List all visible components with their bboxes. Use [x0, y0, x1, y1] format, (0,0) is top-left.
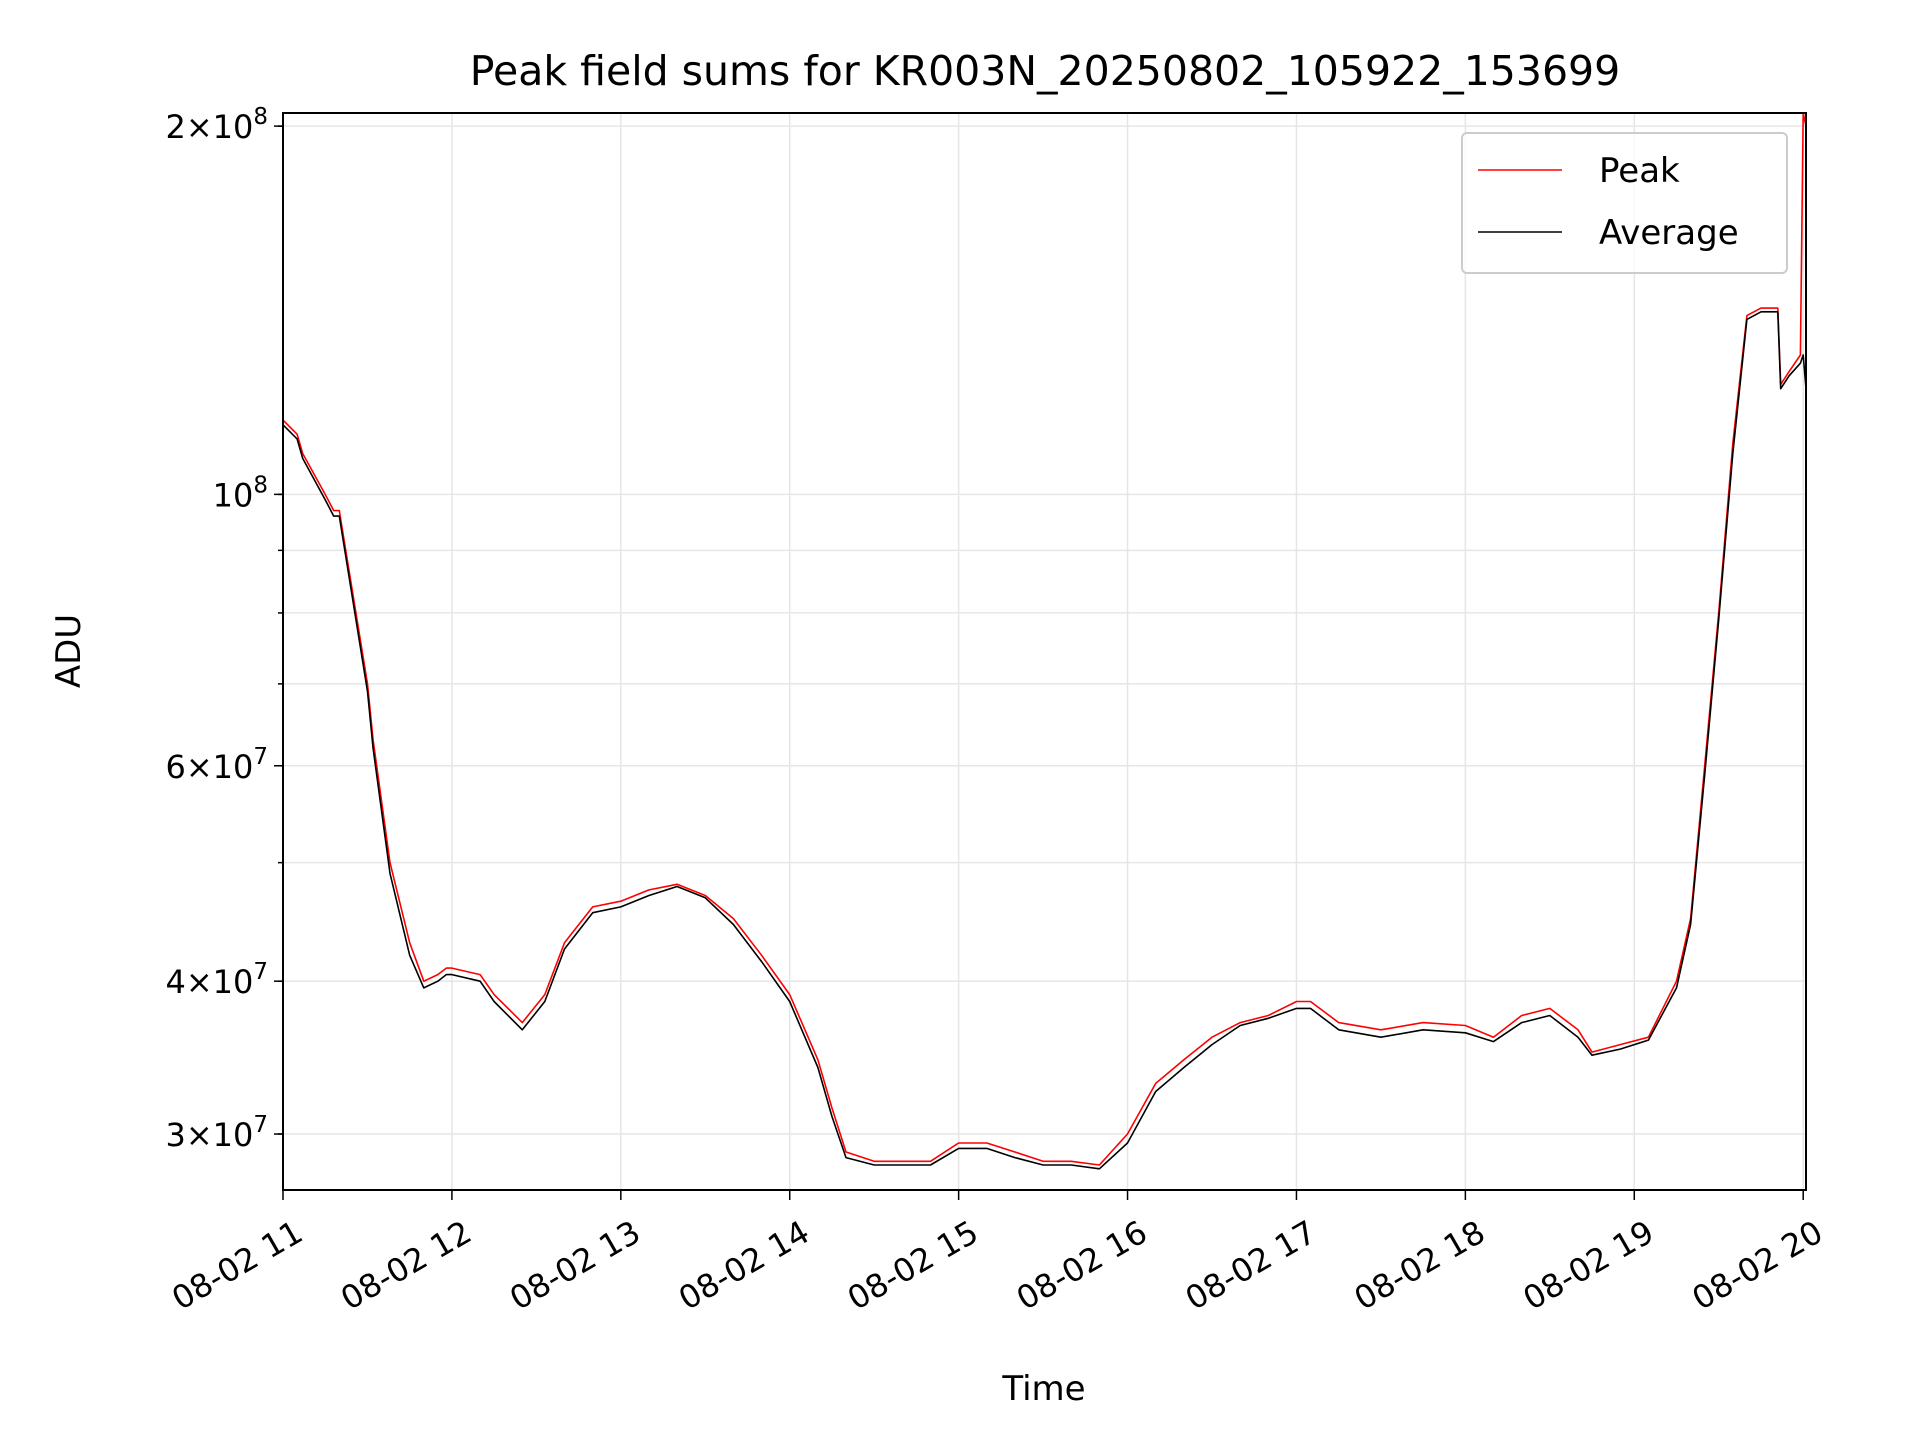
series-layer	[282, 112, 1807, 1170]
series-line-peak	[282, 112, 1807, 1166]
y-tick-label: 108	[213, 472, 268, 514]
y-tick-label: 3×107	[165, 1112, 268, 1154]
y-tick-label: 6×107	[165, 744, 268, 786]
legend-frame	[1461, 132, 1788, 274]
y-axis-label: ADU	[49, 614, 89, 688]
y-tick-label: 4×107	[165, 959, 268, 1001]
chart-title: Peak field sums for KR003N_20250802_1059…	[470, 47, 1620, 95]
series-line-average	[282, 310, 1807, 1170]
x-axis-label: Time	[1001, 1369, 1085, 1409]
legend-peak-label: Peak	[1599, 151, 1680, 191]
y-tick-label: 2×108	[165, 104, 268, 146]
plot-frame	[282, 112, 1807, 1191]
legend-average-label: Average	[1599, 213, 1739, 253]
legend: Peak Average	[1461, 132, 1788, 274]
